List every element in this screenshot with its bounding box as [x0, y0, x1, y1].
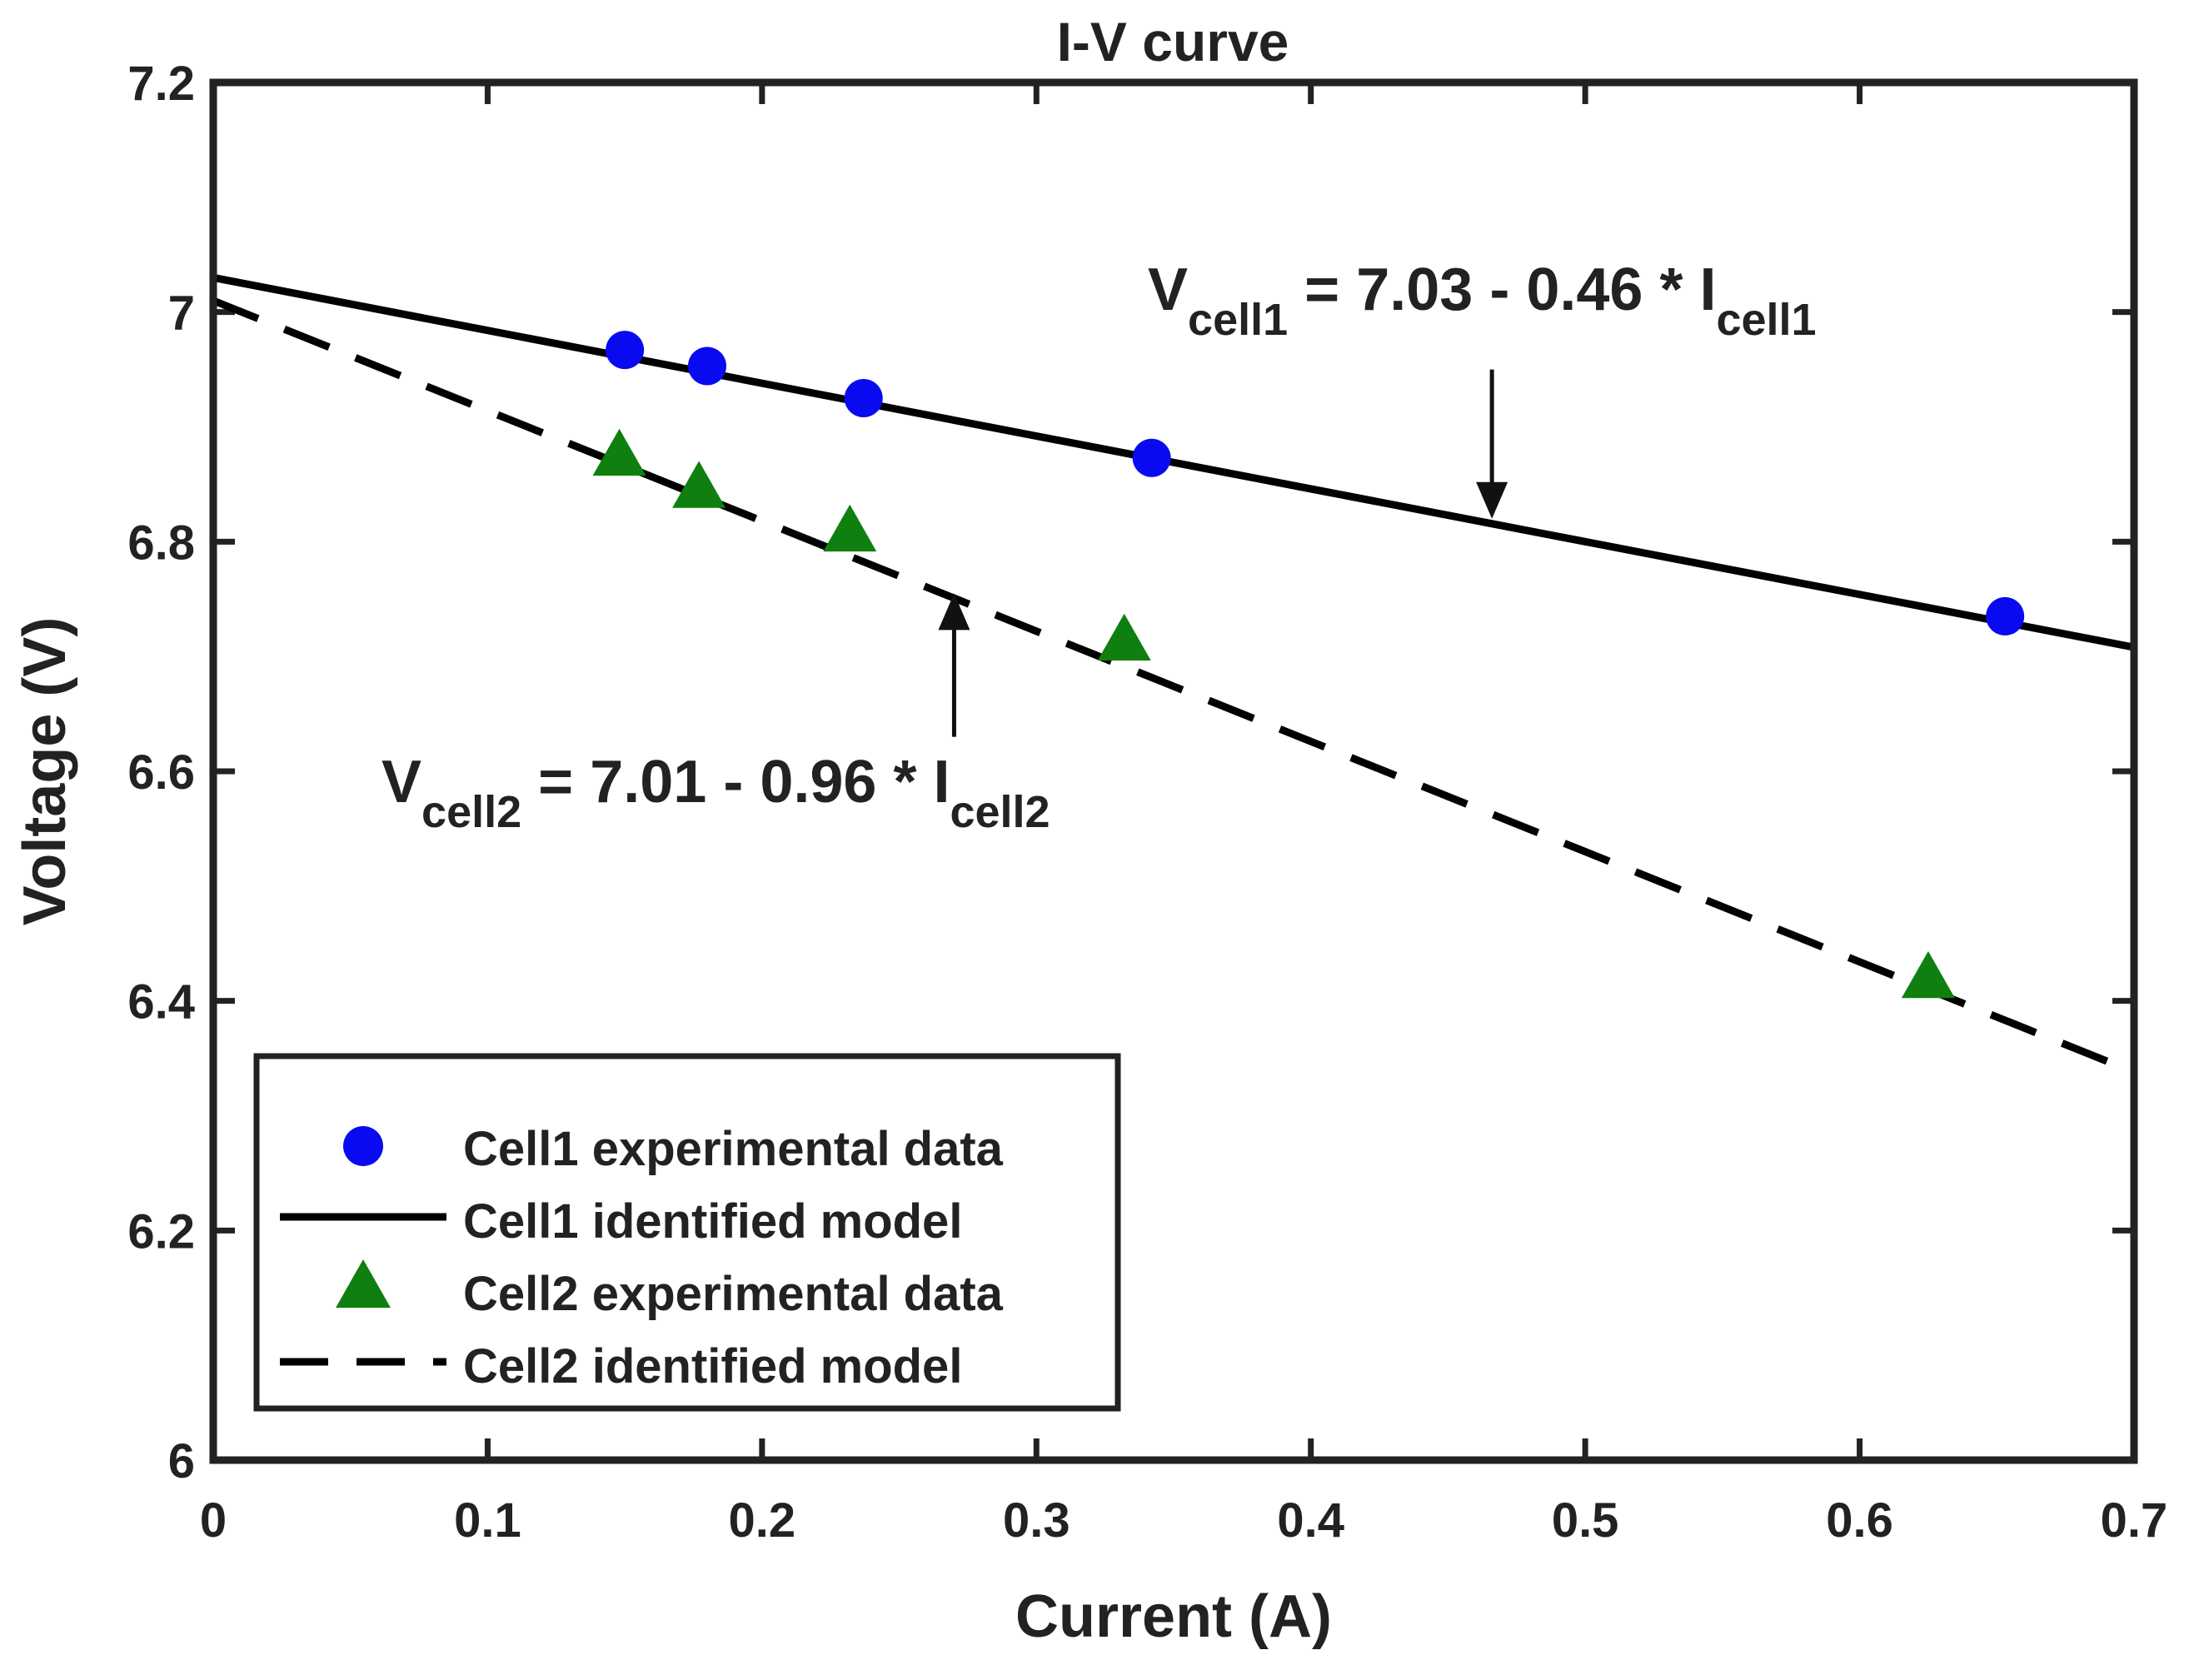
y-tick-label: 6.2 — [127, 1204, 195, 1259]
cell1-equation-lhs: V — [1148, 257, 1188, 323]
legend-entry: Cell2 identified model — [280, 1339, 962, 1393]
cell1-arrow-head — [1476, 481, 1508, 519]
cell2-equation-rhs-sub: cell2 — [950, 787, 1050, 837]
legend-label: Cell1 experimental data — [463, 1122, 1004, 1176]
chart-title: I-V curve — [1057, 11, 1289, 72]
cell2-data-point — [823, 504, 877, 552]
data-markers — [592, 331, 2025, 999]
cell2-data-point — [592, 428, 646, 476]
cell1-model-line — [212, 273, 2135, 651]
y-tick-label: 7.2 — [127, 57, 195, 111]
plot-frame — [209, 78, 2138, 1464]
model-lines — [212, 273, 2136, 1076]
cell1-data-point — [1132, 438, 1171, 477]
cell1-data-point — [606, 331, 645, 370]
legend-entry: Cell1 experimental data — [343, 1122, 1004, 1176]
cell2-arrow-head — [938, 593, 970, 631]
legend-label: Cell1 identified model — [463, 1194, 962, 1249]
x-tick-label: 0.4 — [1277, 1493, 1344, 1548]
y-tick-label: 6 — [168, 1434, 195, 1488]
cell2-equation-rhs: = 7.01 - 0.96 * I — [521, 749, 950, 815]
cell2-data-point — [672, 461, 726, 508]
y-axis-label: Voltage (V) — [12, 617, 78, 926]
x-tick-label: 0.6 — [1826, 1493, 1893, 1548]
x-axis-label: Current (A) — [1015, 1583, 1332, 1650]
x-tick-label: 0.7 — [2101, 1493, 2168, 1548]
legend-entry: Cell2 experimental data — [336, 1259, 1004, 1321]
x-tick-label: 0.5 — [1552, 1493, 1619, 1548]
cell1-equation-lhs-sub: cell1 — [1188, 295, 1288, 345]
cell1-equation-rhs-sub: cell1 — [1716, 295, 1816, 345]
cell1-equation-rhs: = 7.03 - 0.46 * I — [1288, 257, 1716, 323]
y-tick-label: 6.6 — [127, 745, 195, 800]
cell2-equation-lhs-sub: cell2 — [421, 787, 521, 837]
y-tick-label: 6.8 — [127, 516, 195, 570]
cell1-data-point — [1986, 596, 2025, 636]
x-tick-label: 0.1 — [454, 1493, 521, 1548]
cell2-equation: Vcell2 = 7.01 - 0.96 * Icell2 — [381, 749, 1050, 837]
legend-entry: Cell1 identified model — [280, 1194, 962, 1249]
legend: Cell1 experimental data Cell1 identified … — [253, 1053, 1121, 1412]
cell2-data-point — [1097, 613, 1151, 661]
axis-tick-labels: 0 0.1 0.2 0.3 0.4 0.5 0.6 0.7 6 6.2 6.4 6.6 6.8 7 7.2 — [127, 57, 2167, 1548]
cell1-equation: Vcell1 = 7.03 - 0.46 * Icell1 — [1148, 257, 1817, 345]
cell1-data-point — [844, 379, 883, 418]
legend-label: Cell2 experimental data — [463, 1267, 1004, 1321]
cell2-data-point — [1901, 950, 1955, 999]
x-tick-label: 0.2 — [729, 1493, 796, 1548]
cell1-data-point — [687, 346, 726, 386]
x-tick-label: 0 — [200, 1493, 227, 1548]
legend-triangle-marker — [336, 1259, 391, 1309]
legend-circle-marker — [343, 1126, 383, 1166]
cell2-model-line — [212, 297, 2136, 1076]
y-tick-label: 7 — [168, 287, 195, 341]
y-tick-label: 6.4 — [127, 975, 195, 1029]
legend-box — [253, 1053, 1121, 1412]
legend-label: Cell2 identified model — [463, 1339, 962, 1393]
cell2-equation-lhs: V — [381, 749, 421, 815]
x-tick-label: 0.3 — [1003, 1493, 1070, 1548]
